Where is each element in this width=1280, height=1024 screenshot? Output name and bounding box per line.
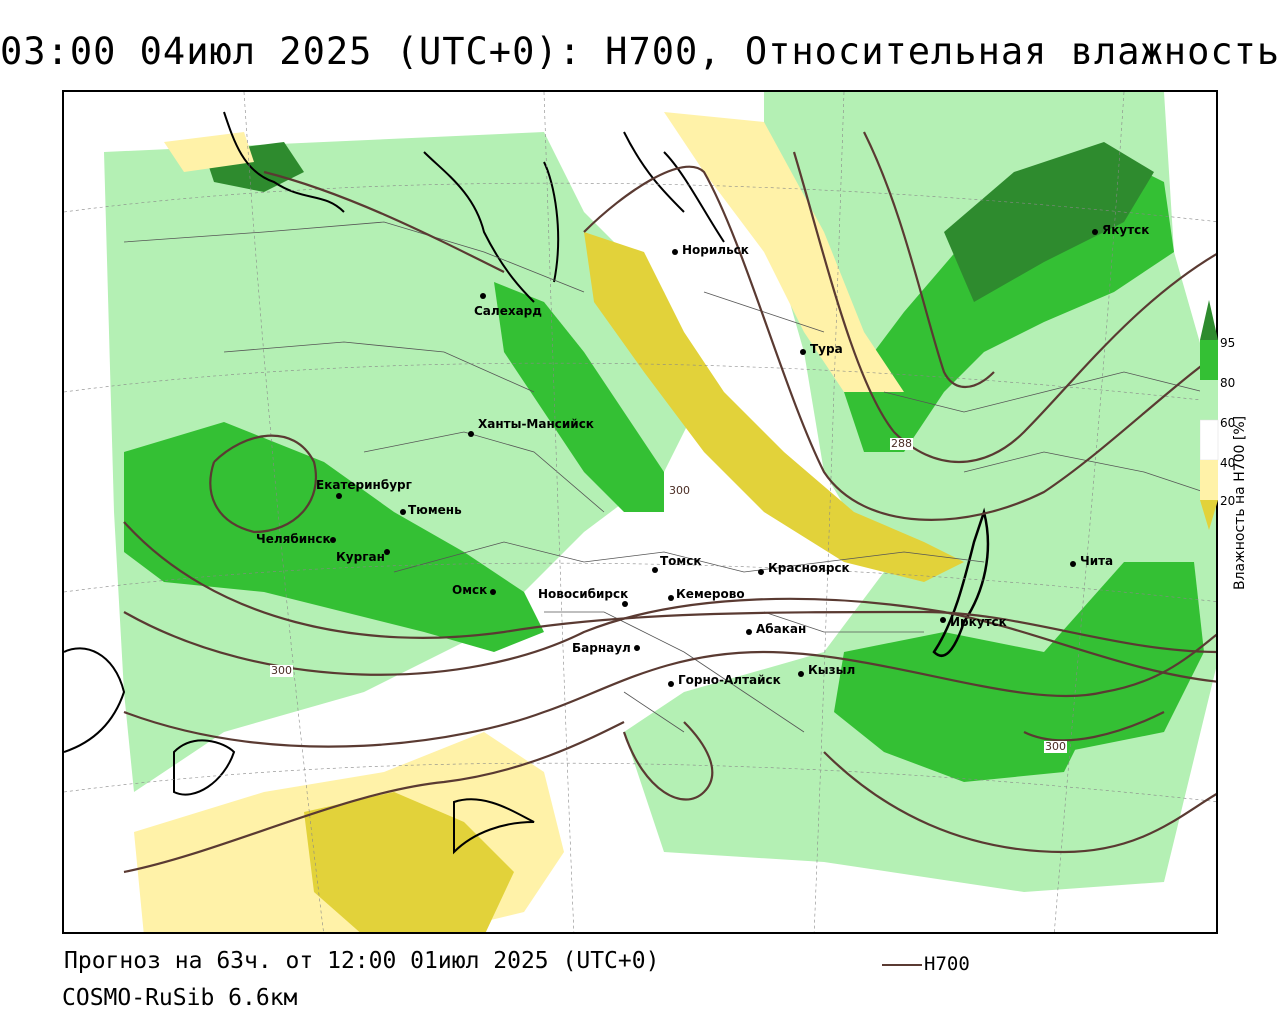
city-marker bbox=[490, 589, 496, 595]
very-dry-kazakhstan bbox=[304, 792, 514, 932]
contour-label: 300 bbox=[270, 664, 293, 677]
city-marker bbox=[468, 431, 474, 437]
humid-band-ob bbox=[494, 282, 664, 512]
city-marker bbox=[1092, 229, 1098, 235]
city-label: Абакан bbox=[756, 622, 807, 636]
humid-area-transbaikal bbox=[1044, 562, 1204, 752]
coastline-caspian bbox=[64, 647, 126, 753]
legend-tick: 95 bbox=[1220, 336, 1236, 350]
contour-label: 288 bbox=[890, 437, 913, 450]
city-marker bbox=[634, 645, 640, 651]
humidity-map: 300 288 300 300 Норильск Якутск Салехард… bbox=[62, 90, 1218, 934]
city-label: Томск bbox=[660, 554, 702, 568]
h700-contours bbox=[123, 131, 1216, 874]
city-label: Красноярск bbox=[768, 561, 850, 575]
city-marker bbox=[800, 349, 806, 355]
city-label: Иркутск bbox=[950, 615, 1007, 629]
city-marker bbox=[668, 681, 674, 687]
humidity-area-west bbox=[104, 132, 704, 792]
city-marker bbox=[330, 537, 336, 543]
city-marker bbox=[1070, 561, 1076, 567]
model-name: COSMO-RuSib 6.6км bbox=[62, 985, 298, 1011]
contour-label: 300 bbox=[668, 484, 691, 497]
legend-tick: 60 bbox=[1220, 416, 1236, 430]
city-marker bbox=[672, 249, 678, 255]
graticule bbox=[64, 92, 1216, 932]
aral-sea bbox=[173, 739, 236, 796]
legend-tick: 80 bbox=[1220, 376, 1236, 390]
city-marker bbox=[336, 493, 342, 499]
city-label: Екатеринбург bbox=[316, 478, 412, 492]
city-label: Курган bbox=[336, 550, 385, 564]
city-marker bbox=[798, 671, 804, 677]
city-marker bbox=[384, 549, 390, 555]
forecast-info: Прогноз на 63ч. от 12:00 01июл 2025 (UTC… bbox=[64, 948, 660, 974]
city-marker bbox=[668, 595, 674, 601]
city-marker bbox=[622, 601, 628, 607]
map-title: 03:00 04июл 2025 (UTC+0): H700, Относите… bbox=[0, 30, 1280, 73]
city-label: Норильск bbox=[682, 243, 749, 257]
humidity-legend: 95 80 60 40 20 bbox=[1200, 300, 1280, 600]
city-label: Якутск bbox=[1102, 223, 1150, 237]
city-label: Тюмень bbox=[408, 503, 462, 517]
dry-area-northwest bbox=[164, 132, 254, 172]
city-label: Чита bbox=[1080, 554, 1114, 568]
city-marker bbox=[400, 509, 406, 515]
city-label: Ханты-Мансийск bbox=[478, 417, 594, 431]
legend-tick: 20 bbox=[1220, 494, 1236, 508]
very-humid-yakutia bbox=[944, 142, 1154, 302]
city-marker bbox=[940, 617, 946, 623]
city-label: Тура bbox=[810, 342, 843, 356]
region-borders bbox=[123, 221, 1205, 733]
legend-colorbar bbox=[1200, 300, 1219, 530]
city-marker bbox=[758, 569, 764, 575]
city-label: Омск bbox=[452, 583, 488, 597]
contour-legend-label: H700 bbox=[924, 953, 970, 975]
city-label: Салехард bbox=[474, 304, 542, 318]
city-marker bbox=[746, 629, 752, 635]
lake-baikal bbox=[932, 507, 990, 657]
lake-balkhash bbox=[453, 798, 535, 855]
dry-band-yenisei bbox=[584, 232, 964, 582]
city-label: Новосибирск bbox=[538, 587, 629, 601]
contour-legend-line bbox=[882, 964, 922, 966]
city-label: Горно-Алтайск bbox=[678, 673, 781, 687]
contour-label: 300 bbox=[1044, 740, 1067, 753]
city-label: Барнаул bbox=[572, 641, 631, 655]
city-marker bbox=[480, 293, 486, 299]
map-canvas bbox=[64, 92, 1216, 932]
city-label: Кызыл bbox=[808, 663, 856, 677]
coastline bbox=[223, 111, 725, 303]
legend-tick: 40 bbox=[1220, 456, 1236, 470]
city-label: Челябинск bbox=[256, 532, 331, 546]
legend-title: Влажность на H700 [%] bbox=[1232, 415, 1248, 590]
city-label: Кемерово bbox=[676, 587, 745, 601]
city-marker bbox=[652, 567, 658, 573]
